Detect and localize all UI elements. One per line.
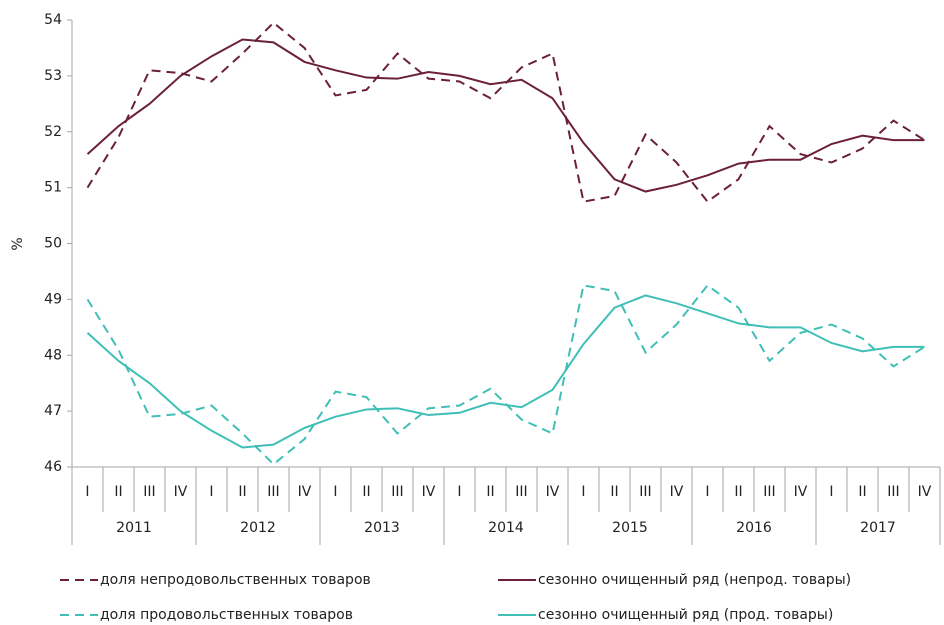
x-tick-label: IV [298, 484, 312, 500]
legend-label: сезонно очищенный ряд (непрод. товары) [538, 572, 851, 588]
x-tick-label: III [763, 484, 775, 500]
y-tick-label: 47 [44, 403, 62, 419]
x-tick-label: II [734, 484, 742, 500]
group-label: 2012 [240, 520, 276, 536]
x-tick-label: I [705, 484, 709, 500]
y-tick-label: 52 [44, 124, 62, 140]
x-tick-label: II [238, 484, 246, 500]
x-tick-label: IV [794, 484, 808, 500]
x-tick-label: IV [918, 484, 932, 500]
group-label: 2014 [488, 520, 524, 536]
group-label: 2013 [364, 520, 400, 536]
series-line [86, 294, 925, 449]
x-tick-label: II [114, 484, 122, 500]
x-tick-label: III [267, 484, 279, 500]
x-tick-label: I [829, 484, 833, 500]
group-label: 2011 [116, 520, 152, 536]
x-tick-label: IV [174, 484, 188, 500]
group-label: 2015 [612, 520, 648, 536]
y-tick-label: 51 [44, 180, 62, 196]
y-tick-label: 54 [44, 12, 62, 28]
y-tick-label: 53 [44, 68, 62, 84]
x-tick-label: III [887, 484, 899, 500]
x-tick-label: I [457, 484, 461, 500]
x-tick-label: II [858, 484, 866, 500]
y-axis-label: % [10, 237, 26, 250]
y-tick-label: 50 [44, 236, 62, 252]
y-tick-label: 49 [44, 291, 62, 307]
legend-label: доля продовольственных товаров [100, 607, 353, 623]
legend-label: доля непродовольственных товаров [100, 572, 371, 588]
x-tick-label: I [581, 484, 585, 500]
x-tick-label: III [143, 484, 155, 500]
x-tick-label: I [85, 484, 89, 500]
series-line [86, 21, 926, 203]
x-tick-label: IV [546, 484, 560, 500]
group-label: 2016 [736, 520, 772, 536]
series-line [86, 38, 925, 193]
y-tick-label: 46 [44, 459, 62, 475]
x-tick-label: I [209, 484, 213, 500]
x-tick-label: I [333, 484, 337, 500]
x-tick-label: III [515, 484, 527, 500]
y-tick-label: 48 [44, 347, 62, 363]
group-label: 2017 [860, 520, 896, 536]
series-line [86, 284, 926, 466]
x-tick-label: III [639, 484, 651, 500]
x-tick-label: II [610, 484, 618, 500]
legend-label: сезонно очищенный ряд (прод. товары) [538, 607, 833, 623]
x-tick-label: II [486, 484, 494, 500]
x-tick-label: IV [422, 484, 436, 500]
x-tick-label: IV [670, 484, 684, 500]
x-tick-label: II [362, 484, 370, 500]
x-tick-label: III [391, 484, 403, 500]
